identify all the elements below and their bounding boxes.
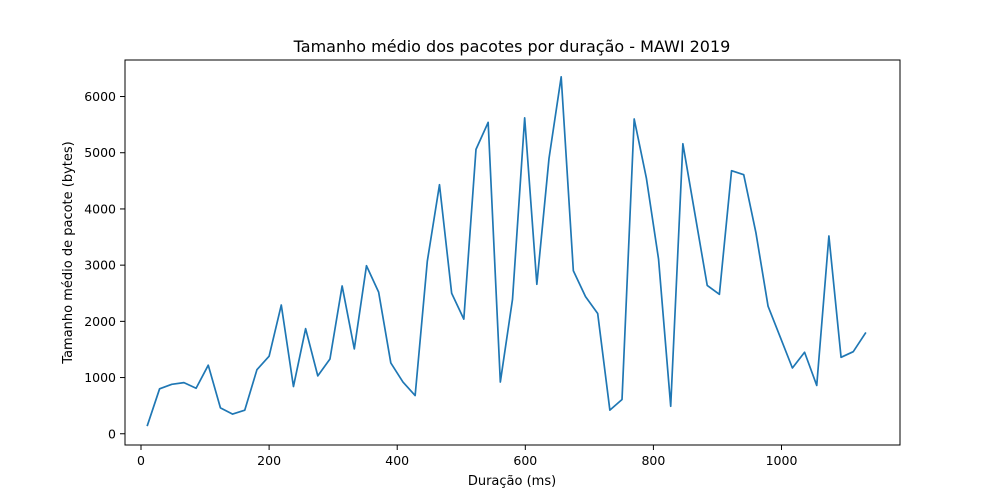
plot-area bbox=[124, 59, 901, 446]
y-axis-label: Tamanho médio de pacote (bytes) bbox=[61, 141, 76, 364]
y-tick-label: 2000 bbox=[84, 314, 116, 329]
y-tick-label: 3000 bbox=[84, 258, 116, 273]
y-tick-label: 6000 bbox=[84, 89, 116, 104]
x-tick-label: 200 bbox=[257, 453, 281, 468]
x-axis: 0 200 400 600 800 1000 bbox=[137, 445, 797, 468]
y-tick-label: 1000 bbox=[84, 370, 116, 385]
y-tick-label: 0 bbox=[108, 426, 116, 441]
series-line bbox=[146, 76, 867, 427]
x-tick-label: 1000 bbox=[766, 453, 798, 468]
chart-title: Tamanho médio dos pacotes por duração - … bbox=[293, 37, 731, 56]
x-tick-label: 0 bbox=[137, 453, 145, 468]
y-axis: 0 1000 2000 3000 4000 5000 6000 bbox=[84, 89, 125, 441]
x-axis-label: Duração (ms) bbox=[468, 474, 556, 489]
x-tick-label: 400 bbox=[385, 453, 409, 468]
y-tick-label: 5000 bbox=[84, 145, 116, 160]
x-tick-label: 800 bbox=[641, 453, 665, 468]
x-tick-label: 600 bbox=[513, 453, 537, 468]
plot-frame bbox=[124, 59, 901, 446]
y-tick-label: 4000 bbox=[84, 201, 116, 216]
